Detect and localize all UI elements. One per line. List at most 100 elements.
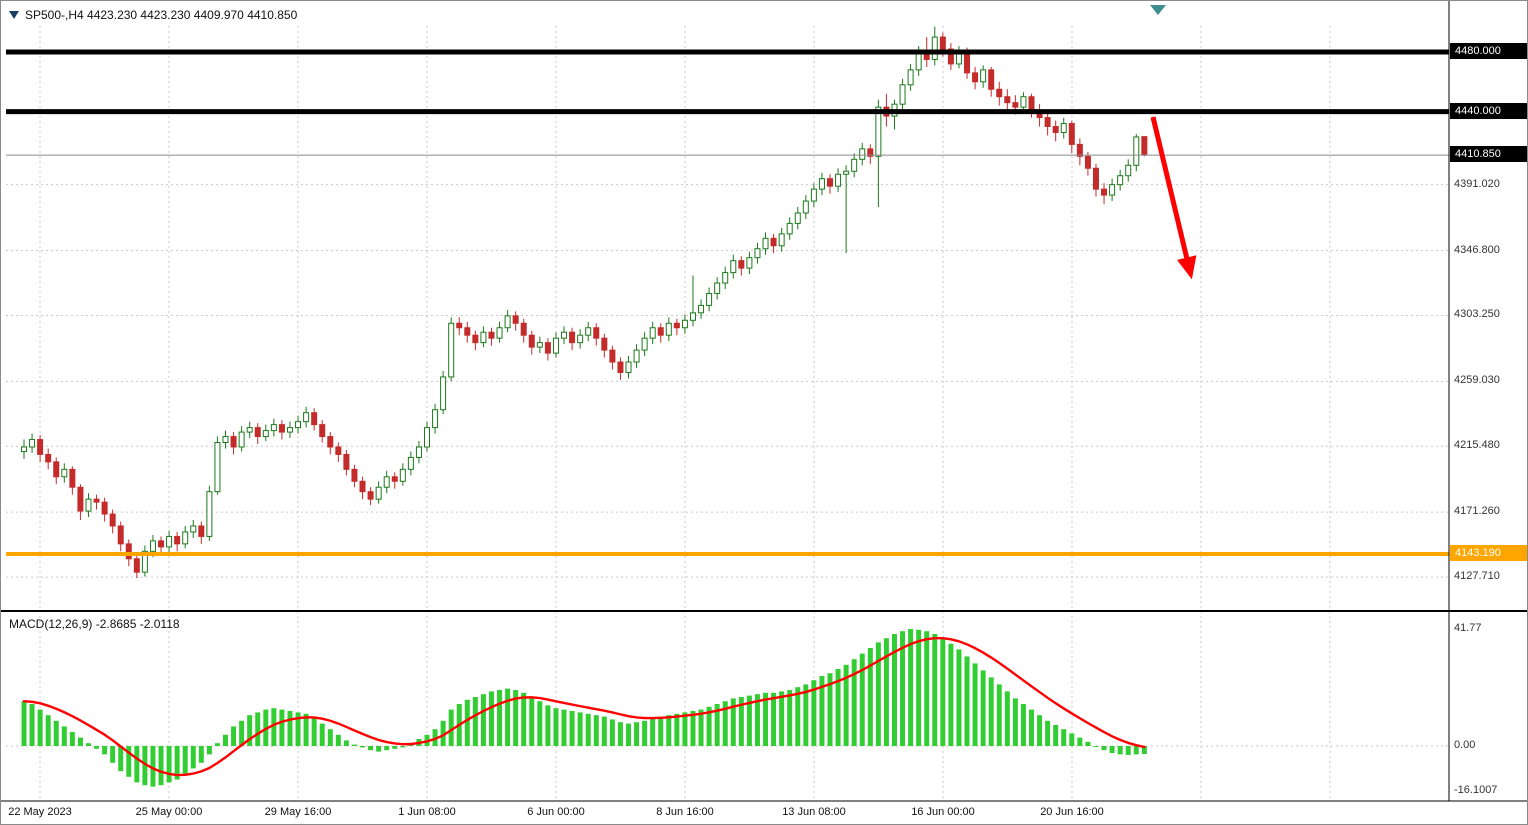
macd-bar xyxy=(497,690,503,746)
macd-bar xyxy=(601,716,607,746)
candle-up xyxy=(29,439,36,448)
candle-up xyxy=(504,315,511,329)
candle-up xyxy=(754,248,761,259)
macd-histogram xyxy=(21,629,1147,787)
macd-bar xyxy=(158,746,164,786)
chart-shift-marker-icon[interactable] xyxy=(1150,5,1166,15)
macd-bar xyxy=(642,720,648,746)
macd-bar xyxy=(255,712,261,746)
candle-down xyxy=(391,476,398,482)
candle-down xyxy=(53,461,60,478)
macd-bar xyxy=(335,734,341,746)
candle-up xyxy=(907,69,914,86)
candle-up xyxy=(182,531,189,545)
time-axis-label[interactable]: 22 May 2023 xyxy=(8,806,72,818)
macd-bar xyxy=(1077,737,1083,746)
time-axis-label[interactable]: 1 Jun 08:00 xyxy=(398,806,456,818)
macd-bar xyxy=(795,687,801,746)
macd-bar xyxy=(851,659,857,746)
macd-bar xyxy=(1109,746,1115,753)
candle-up xyxy=(1020,96,1027,108)
macd-bar xyxy=(787,690,793,746)
macd-bar xyxy=(803,684,809,746)
candle-down xyxy=(609,349,616,363)
candle-up xyxy=(238,431,245,448)
macd-bar xyxy=(174,746,180,780)
candle-down xyxy=(964,51,971,74)
macd-bar xyxy=(1004,691,1010,746)
time-axis-label[interactable]: 20 Jun 16:00 xyxy=(1040,806,1104,818)
price-level-label: 4480.000 xyxy=(1450,43,1527,59)
macd-bar xyxy=(1085,741,1091,746)
macd-bar xyxy=(529,697,535,746)
candle-up xyxy=(415,446,422,458)
macd-bar xyxy=(771,692,777,746)
candle-up xyxy=(561,331,568,339)
macd-bar xyxy=(198,746,204,763)
candle-down xyxy=(593,327,600,339)
candle-up xyxy=(1133,136,1140,166)
candle-down xyxy=(472,334,479,344)
macd-bar xyxy=(21,701,27,746)
macd-bar xyxy=(626,723,631,746)
macd-bar xyxy=(295,712,301,746)
macd-signal-line xyxy=(22,636,1146,777)
candle-up xyxy=(222,436,229,444)
time-axis-label[interactable]: 6 Jun 00:00 xyxy=(527,806,585,818)
macd-bar xyxy=(45,715,51,746)
macd-bar xyxy=(247,715,253,746)
candle-down xyxy=(1084,155,1091,169)
macd-bar xyxy=(271,708,277,746)
macd-bar xyxy=(690,711,696,746)
time-axis-label[interactable]: 13 Jun 08:00 xyxy=(782,806,846,818)
trend-arrow[interactable] xyxy=(1150,116,1197,280)
candle-down xyxy=(827,178,833,187)
candle-up xyxy=(206,491,213,537)
candle-up xyxy=(85,498,92,512)
candle-down xyxy=(311,412,318,426)
candle-up xyxy=(61,468,68,478)
candle-down xyxy=(617,361,624,373)
macd-bar xyxy=(940,638,946,746)
macd-bar xyxy=(900,631,906,746)
macd-bar xyxy=(61,726,67,746)
candle-up xyxy=(794,212,801,224)
macd-bar xyxy=(674,713,680,746)
macd-bar xyxy=(988,677,994,746)
macd-bar xyxy=(730,698,736,746)
macd-bar xyxy=(182,746,188,774)
candle-down xyxy=(109,513,116,527)
macd-bar xyxy=(432,729,438,746)
candle-down xyxy=(601,337,608,351)
macd-bar xyxy=(102,746,108,755)
candle-down xyxy=(230,436,237,448)
candle-up xyxy=(835,173,842,187)
macd-axis-label: 0.00 xyxy=(1454,739,1476,751)
macd-bar xyxy=(722,701,728,746)
candle-up xyxy=(649,327,656,339)
macd-bar xyxy=(1037,715,1043,746)
candle-down xyxy=(996,88,1003,98)
symbol-marker-icon xyxy=(9,11,19,19)
macd-bar xyxy=(819,676,825,746)
candle-down xyxy=(1101,188,1108,196)
macd-bar xyxy=(956,649,962,746)
candle-up xyxy=(778,233,785,247)
candle-up xyxy=(21,446,27,452)
price-level-label: 4143.190 xyxy=(1450,545,1527,561)
candle-up xyxy=(843,170,850,175)
macd-bar xyxy=(577,712,583,746)
time-axis-label[interactable]: 8 Jun 16:00 xyxy=(656,806,714,818)
candle-down xyxy=(939,36,946,50)
macd-bar xyxy=(376,746,382,752)
time-axis-label[interactable]: 29 May 16:00 xyxy=(264,806,332,818)
candle-up xyxy=(899,84,906,105)
macd-bar xyxy=(150,746,156,787)
time-axis-label[interactable]: 16 Jun 00:00 xyxy=(911,806,975,818)
macd-bar xyxy=(1117,746,1123,755)
macd-bar xyxy=(94,746,100,749)
candle-up xyxy=(980,69,987,83)
time-axis-label[interactable]: 25 May 00:00 xyxy=(135,806,203,818)
candle-down xyxy=(520,322,527,336)
